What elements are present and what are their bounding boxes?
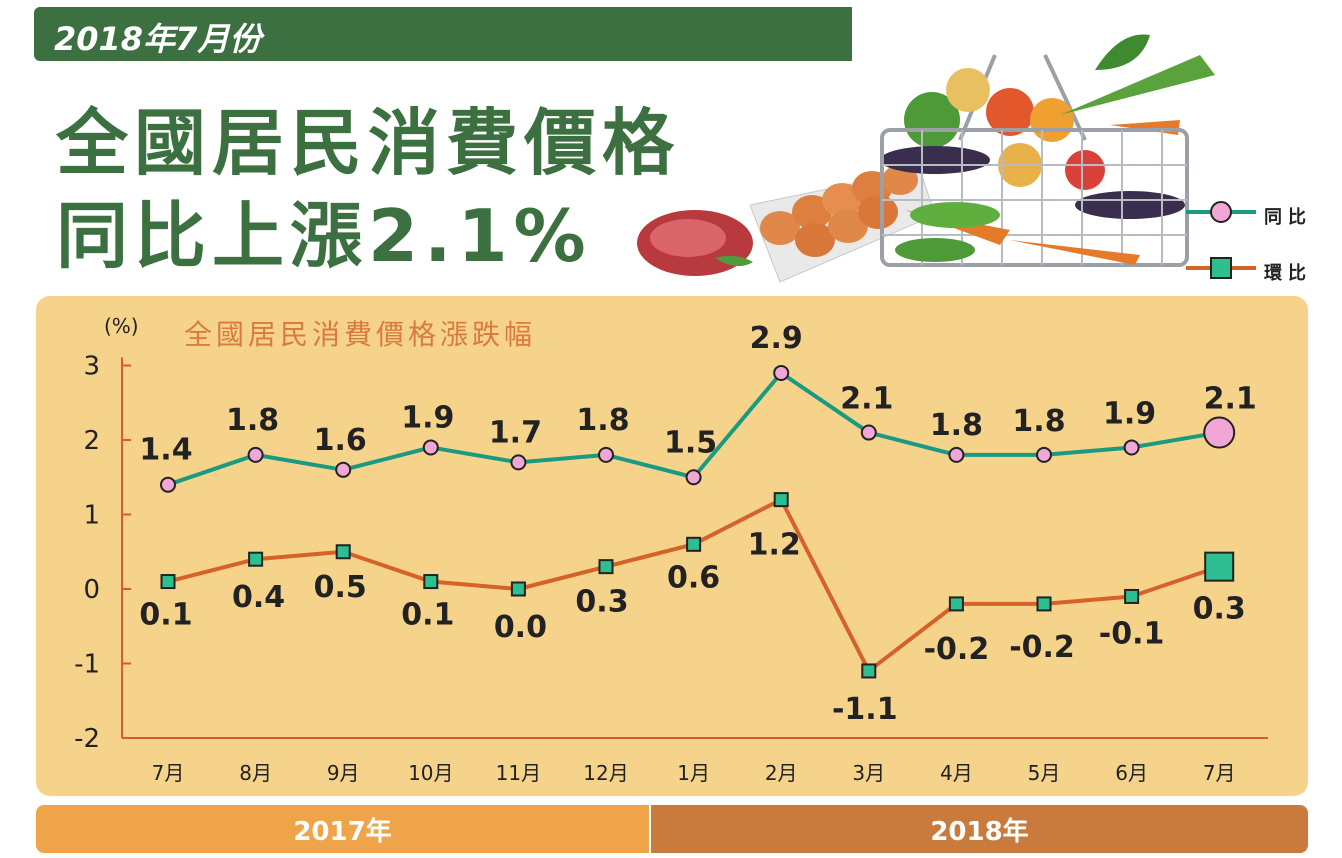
mom-data-label: -0.1 <box>1099 616 1165 651</box>
x-tick-label: 1月 <box>677 761 710 785</box>
mom-data-label: -0.2 <box>924 632 990 667</box>
mom-point <box>1036 596 1052 612</box>
yoy-data-label: 1.9 <box>401 400 454 435</box>
y-tick-label: -1 <box>74 650 100 680</box>
yoy-data-label: 1.8 <box>1012 404 1065 439</box>
mom-point <box>1204 551 1235 582</box>
mom-data-label: 1.2 <box>748 528 801 563</box>
date-banner-text: 2018年7月份 <box>54 20 262 58</box>
mom-point <box>686 536 702 552</box>
yoy-point <box>948 446 965 463</box>
y-tick-label: 0 <box>83 575 100 605</box>
yoy-point <box>860 424 877 441</box>
yoy-point <box>1123 439 1140 456</box>
mom-data-label: 0.3 <box>1193 592 1246 627</box>
legend-yoy-swatch <box>1186 201 1256 223</box>
mom-data-label: -1.1 <box>832 692 898 727</box>
x-tick-label: 9月 <box>327 761 360 785</box>
mom-point <box>861 663 877 679</box>
yoy-data-label: 1.4 <box>139 433 192 468</box>
y-tick-label: 2 <box>83 426 100 456</box>
yoy-point <box>1203 416 1236 449</box>
yoy-point <box>510 454 527 471</box>
mom-point <box>1124 588 1140 604</box>
yoy-point <box>1036 446 1052 463</box>
x-tick-label: 11月 <box>496 761 541 785</box>
yoy-point <box>160 476 176 493</box>
mom-data-label: 0.1 <box>401 598 454 633</box>
x-tick-label: 2月 <box>765 761 798 785</box>
date-banner: 2018年7月份 <box>34 7 852 61</box>
yoy-data-label: 1.9 <box>1103 396 1156 431</box>
mom-data-label: 0.3 <box>575 585 628 620</box>
legend-mom-label: 環比 <box>1264 263 1312 284</box>
x-tick-label: 7月 <box>152 761 185 785</box>
yoy-data-label: 1.6 <box>314 423 367 458</box>
x-tick-label: 6月 <box>1115 761 1148 785</box>
mom-data-label: 0.5 <box>314 570 367 605</box>
yoy-point <box>773 364 790 381</box>
mom-data-label: 0.0 <box>494 610 547 645</box>
yoy-point <box>335 461 352 478</box>
mom-point <box>773 492 789 508</box>
yoy-data-label: 1.8 <box>576 403 629 438</box>
yoy-data-label: 2.1 <box>1204 382 1257 417</box>
yoy-data-label: 1.7 <box>489 415 542 450</box>
mom-point <box>598 559 614 575</box>
mom-point <box>510 581 526 597</box>
year-bar-2017: 2017年 <box>36 805 649 853</box>
yoy-data-label: 2.1 <box>840 382 893 417</box>
x-tick-label: 5月 <box>1028 761 1061 785</box>
mom-point <box>248 551 264 567</box>
y-unit-label: (%) <box>104 314 139 338</box>
y-tick-label: -2 <box>74 724 100 754</box>
mom-data-label: -0.2 <box>1009 630 1075 665</box>
legend-yoy-label: 同比 <box>1264 207 1312 228</box>
y-tick-label: 1 <box>83 501 100 531</box>
headline-line-1: 全國居民消費價格 <box>56 101 681 185</box>
mom-data-label: 0.6 <box>667 560 720 595</box>
yoy-data-label: 1.8 <box>930 408 983 443</box>
mom-data-label: 0.1 <box>139 598 192 633</box>
yoy-data-label: 1.8 <box>226 403 279 438</box>
y-tick-label: 3 <box>83 352 100 382</box>
mom-point <box>948 596 964 612</box>
x-tick-label: 10月 <box>408 761 453 785</box>
x-tick-label: 3月 <box>852 761 885 785</box>
mom-point <box>423 574 439 590</box>
year-bar-2018: 2018年 <box>651 805 1308 853</box>
yoy-data-label: 1.5 <box>664 425 717 460</box>
mom-point <box>335 544 351 560</box>
mom-data-label: 0.4 <box>232 580 285 615</box>
chart-title: 全國居民消費價格漲跌幅 <box>184 318 536 351</box>
x-tick-label: 12月 <box>583 761 628 785</box>
yoy-data-label: 2.9 <box>750 321 803 356</box>
yoy-point <box>422 439 439 456</box>
chart-panel <box>36 296 1308 796</box>
legend-mom-swatch <box>1186 257 1256 279</box>
x-tick-label: 4月 <box>940 761 973 785</box>
yoy-point <box>598 446 614 463</box>
x-tick-label: 7月 <box>1203 761 1236 785</box>
yoy-point <box>685 469 702 486</box>
mom-point <box>160 574 176 590</box>
yoy-point <box>247 446 264 463</box>
x-tick-label: 8月 <box>239 761 272 785</box>
headline-line-2: 同比上漲2.1% <box>56 194 592 278</box>
